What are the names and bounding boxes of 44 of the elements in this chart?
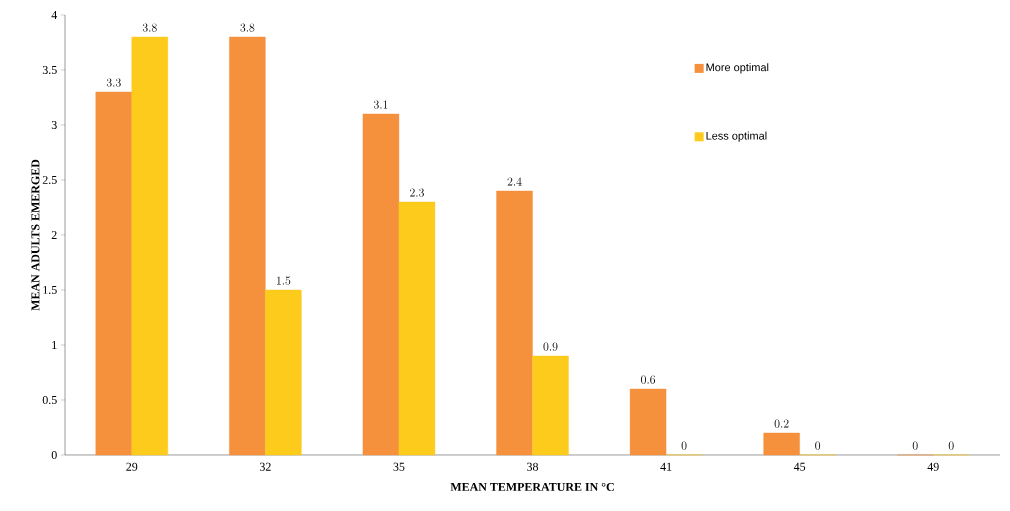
data-label: 1 .5 (276, 276, 291, 285)
bar (362, 113, 400, 456)
x-tick-label: 38 (527, 462, 539, 471)
y-tick-label: 2 (51, 231, 57, 239)
bar (629, 388, 667, 456)
y-tick-label: 0 (51, 450, 57, 460)
y-tick-label: 0.5 (42, 395, 57, 405)
y-axis-title: MEAN ADULTS EMERGED (31, 159, 40, 311)
data-label: 0 (948, 441, 954, 450)
data-label: 2.3 (410, 188, 424, 197)
x-tick-label: 29 (126, 462, 138, 471)
bar (229, 36, 266, 456)
bar (532, 355, 569, 456)
x-axis-title: MEAN TEMPERATURE IN °C (450, 482, 614, 491)
data-label: 2.4 (507, 177, 522, 186)
data-label: 3.8 (142, 23, 157, 32)
data-label: 3.8 (240, 23, 255, 32)
bar (398, 201, 436, 456)
y-tick-label: 3 (51, 120, 57, 129)
bar (496, 190, 533, 456)
x-tick-label: 49 (927, 462, 939, 471)
data-label: 0.9 (543, 342, 558, 351)
y-tick-label: 2.5 (42, 175, 57, 185)
data-label: 0 (681, 441, 687, 450)
x-tick-label: 32 (259, 462, 271, 471)
y-tick-label: 4 (51, 11, 58, 19)
y-tick-label: 1.5 (43, 285, 57, 295)
bar (131, 36, 168, 456)
data-label: 3. 1 (373, 100, 388, 109)
data-label: 0 (815, 441, 821, 450)
x-tick-label: 41 (660, 462, 672, 471)
y-tick-label: 1 (52, 341, 57, 349)
data-label: 0 (912, 441, 918, 450)
x-tick-label: 45 (793, 462, 806, 471)
bar (265, 289, 302, 456)
legend-label: Less optimal (706, 131, 767, 142)
y-tick-label: 3.5 (42, 65, 57, 75)
data-label: 0.6 (641, 375, 656, 384)
legend-label: More optimal (706, 63, 769, 74)
bar (95, 91, 132, 456)
bar (763, 432, 800, 456)
x-tick-label: 35 (393, 462, 405, 471)
data-label: 0.2 (774, 419, 789, 428)
data-label: 3.3 (106, 78, 121, 87)
